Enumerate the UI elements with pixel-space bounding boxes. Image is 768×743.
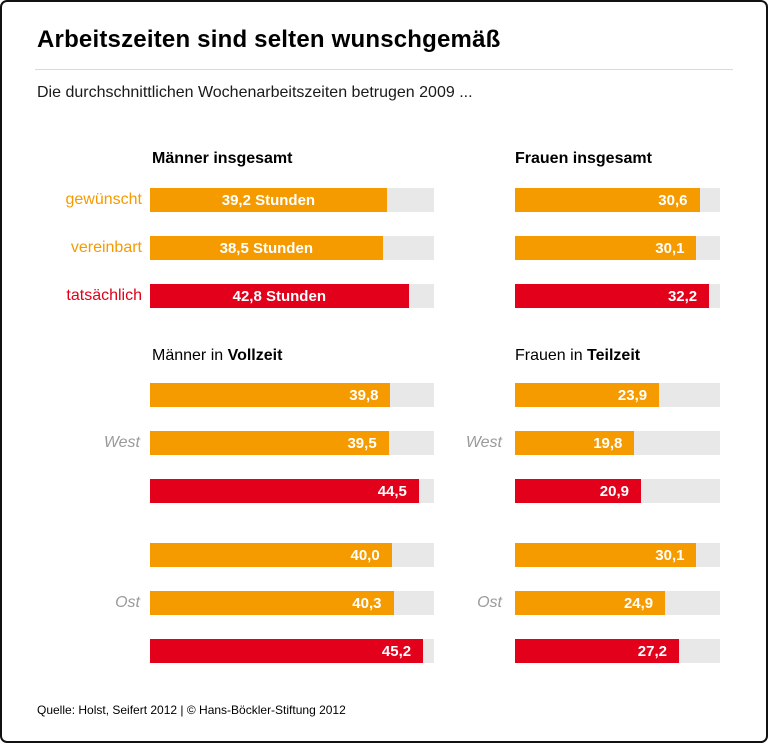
category-labels: gewünscht vereinbart tatsächlich [22,188,143,332]
bar-value-label: 40,0 [350,546,380,564]
bar-value-label: 42,8 Stunden [232,287,326,305]
bar: 32,2 [515,284,710,308]
bar-value-label: 30,1 [655,239,685,257]
bar: 40,3 [150,591,394,615]
bar-row: 20,9 [515,479,720,503]
header-maenner-vollzeit: Männer in Vollzeit [152,347,282,365]
bar-track: 40,3 [150,591,434,615]
category-label-vereinbart: vereinbart [70,239,142,256]
bar-row: 19,8 [515,431,720,455]
bar-row: 32,2 [515,284,720,308]
bar-value-label: 38,5 Stunden [219,239,313,257]
bar: 42,8 Stunden [150,284,409,308]
bar-track: 42,8 Stunden [150,284,434,308]
bar-track: 32,2 [515,284,720,308]
bar: 38,5 Stunden [150,236,383,260]
bar-value-label: 39,8 [349,386,379,404]
geo-label-ost-left: Ost [115,594,140,611]
header-frauen-insgesamt: Frauen insgesamt [515,150,652,167]
bar-row: 23,9 [515,383,720,407]
bar-value-label: 44,5 [377,482,407,500]
bar-track: 23,9 [515,383,720,407]
group-gap [515,527,720,543]
bar-value-label: 19,8 [593,434,623,452]
chart-maenner-insgesamt: 39,2 Stunden 38,5 Stunden 42,8 Stunden [150,188,434,332]
header-maenner-insgesamt: Männer insgesamt [152,150,293,167]
bar-track: 40,0 [150,543,434,567]
header-bold: Vollzeit [227,347,283,364]
bar-row: 44,5 [150,479,434,503]
bar-track: 44,5 [150,479,434,503]
source-credit: Quelle: Holst, Seifert 2012 | © Hans-Böc… [37,703,346,717]
bar-row: 30,1 [515,543,720,567]
chart-subtitle: Die durchschnittlichen Wochenarbeitszeit… [37,84,473,101]
geo-label-west-left: West [103,434,140,451]
bar-value-label: 40,3 [352,594,382,612]
bar-value-label: 30,6 [658,191,688,209]
bar-track: 39,8 [150,383,434,407]
bar: 40,0 [150,543,392,567]
category-label-gewuenscht: gewünscht [65,191,143,208]
chart-maenner-vollzeit: 39,8 39,5 44,5 40,0 40,3 45,2 [150,383,434,687]
bar: 27,2 [515,639,679,663]
bar-row: 39,2 Stunden [150,188,434,212]
bar-row: 39,8 [150,383,434,407]
bar-value-label: 27,2 [637,642,667,660]
geo-label-west-right: West [465,434,502,451]
bar-row: 30,6 [515,188,720,212]
bar-track: 20,9 [515,479,720,503]
bar-track: 30,6 [515,188,720,212]
header-prefix: Männer in [152,347,228,364]
bar-row: 40,3 [150,591,434,615]
bar-track: 30,1 [515,236,720,260]
group-gap [150,527,434,543]
bar-row: 24,9 [515,591,720,615]
bar: 39,8 [150,383,391,407]
bar-value-label: 30,1 [655,546,685,564]
bar-track: 39,5 [150,431,434,455]
bar-track: 24,9 [515,591,720,615]
title-divider [35,69,733,70]
bar: 30,6 [515,188,700,212]
bar-track: 38,5 Stunden [150,236,434,260]
chart-frauen-teilzeit: 23,9 19,8 20,9 30,1 24,9 27,2 [515,383,720,687]
bar-row: 38,5 Stunden [150,236,434,260]
bar: 19,8 [515,431,635,455]
bar: 24,9 [515,591,666,615]
bar-value-label: 23,9 [617,386,648,404]
bar-track: 45,2 [150,639,434,663]
header-prefix: Frauen in [515,347,588,364]
bar-value-label: 39,2 Stunden [221,191,316,209]
bar-row: 30,1 [515,236,720,260]
header-frauen-teilzeit: Frauen in Teilzeit [515,347,640,365]
bar-value-label: 39,5 [347,434,377,452]
bar-row: 42,8 Stunden [150,284,434,308]
bar-value-label: 20,9 [599,482,629,500]
bar: 39,2 Stunden [150,188,387,212]
bar: 45,2 [150,639,424,663]
bar-value-label: 24,9 [623,594,654,612]
bar: 23,9 [515,383,660,407]
bar: 30,1 [515,236,697,260]
bar-track: 19,8 [515,431,720,455]
bar-track: 27,2 [515,639,720,663]
bar-row: 39,5 [150,431,434,455]
category-label-tatsaechlich: tatsächlich [66,287,142,304]
bar-value-label: 32,2 [667,287,698,305]
bar-row: 40,0 [150,543,434,567]
chart-frauen-insgesamt: 30,6 30,1 32,2 [515,188,720,332]
bar-value-label: 45,2 [381,642,412,660]
geo-label-ost-right: Ost [477,594,502,611]
bar: 44,5 [150,479,419,503]
bar-track: 39,2 Stunden [150,188,434,212]
bar-row: 45,2 [150,639,434,663]
page-title: Arbeitszeiten sind selten wunschgemäß [37,26,501,53]
header-bold: Teilzeit [587,347,641,364]
bar: 30,1 [515,543,697,567]
bar: 20,9 [515,479,641,503]
bar: 39,5 [150,431,389,455]
bar-row: 27,2 [515,639,720,663]
bar-track: 30,1 [515,543,720,567]
